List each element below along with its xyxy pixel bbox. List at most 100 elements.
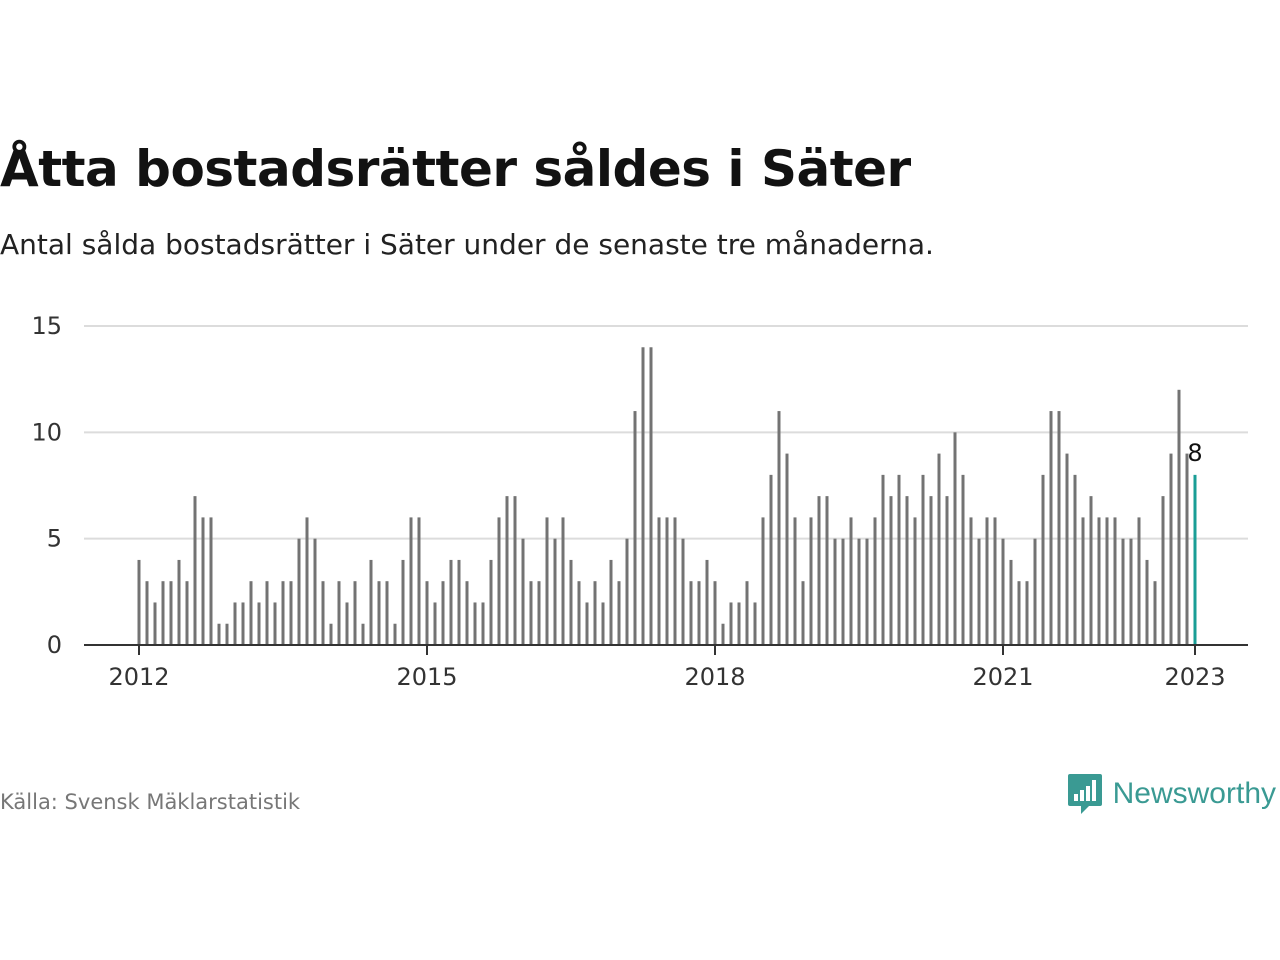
y-tick-label: 10 [31, 418, 62, 446]
bar [433, 602, 437, 645]
bar [361, 623, 365, 645]
x-tick-label: 2012 [108, 663, 169, 691]
y-tick-label: 0 [47, 631, 62, 659]
x-tick-label: 2021 [972, 663, 1033, 691]
bar [337, 581, 341, 645]
bar [849, 517, 853, 645]
y-axis: 0 5 10 15 [31, 312, 62, 659]
bar [489, 559, 493, 645]
x-tick-label: 2023 [1164, 663, 1225, 691]
bar [529, 581, 533, 645]
bar [945, 496, 949, 645]
bar [1089, 496, 1093, 645]
bar [473, 602, 477, 645]
bar [537, 581, 541, 645]
y-tick-label: 15 [31, 312, 62, 340]
bar [873, 517, 877, 645]
bar [953, 432, 957, 645]
bar [601, 602, 605, 645]
bar [1073, 474, 1077, 645]
bar [449, 559, 453, 645]
bar [561, 517, 565, 645]
x-tick-label: 2015 [396, 663, 457, 691]
bar [1081, 517, 1085, 645]
bar [569, 559, 573, 645]
bar [817, 496, 821, 645]
bar [673, 517, 677, 645]
bar [169, 581, 173, 645]
bar [753, 602, 757, 645]
bar [905, 496, 909, 645]
bar [1121, 538, 1125, 645]
bar [545, 517, 549, 645]
bar [841, 538, 845, 645]
bar [465, 581, 469, 645]
bar [921, 474, 925, 645]
bar [689, 581, 693, 645]
bar [1161, 496, 1165, 645]
data-labels: 8 [1187, 439, 1202, 467]
bar [801, 581, 805, 645]
bar [209, 517, 213, 645]
source-note: Källa: Svensk Mäklarstatistik [0, 790, 301, 814]
bar [681, 538, 685, 645]
bar [745, 581, 749, 645]
bar [649, 347, 653, 645]
bar [985, 517, 989, 645]
bar [193, 496, 197, 645]
bar [585, 602, 589, 645]
bar [777, 411, 781, 645]
bar [217, 623, 221, 645]
bar-chart: 0 5 10 15 2012 2015 2018 2021 2023 8 [31, 312, 1248, 691]
bar-highlight [1193, 474, 1197, 645]
chart-subtitle: Antal sålda bostadsrätter i Säter under … [0, 228, 934, 261]
bar [769, 474, 773, 645]
bar [289, 581, 293, 645]
bar [1145, 559, 1149, 645]
bar [505, 496, 509, 645]
bar [825, 496, 829, 645]
bar [1017, 581, 1021, 645]
bar [521, 538, 525, 645]
bar [897, 474, 901, 645]
bar [1041, 474, 1045, 645]
bar [913, 517, 917, 645]
bar [369, 559, 373, 645]
bar [457, 559, 461, 645]
bar [641, 347, 645, 645]
newsworthy-logo: Newsworthy [1067, 772, 1276, 816]
bar [297, 538, 301, 645]
y-tick-label: 5 [47, 525, 62, 553]
bar [377, 581, 381, 645]
bar [425, 581, 429, 645]
bar [273, 602, 277, 645]
bar [937, 453, 941, 645]
bar [1065, 453, 1069, 645]
x-tick-label: 2018 [684, 663, 745, 691]
bar [393, 623, 397, 645]
bar [993, 517, 997, 645]
bar [201, 517, 205, 645]
bar [353, 581, 357, 645]
bar [1097, 517, 1101, 645]
bar [697, 581, 701, 645]
bar [737, 602, 741, 645]
brand-name: Newsworthy [1112, 777, 1276, 810]
bar [321, 581, 325, 645]
bar [161, 581, 165, 645]
x-axis: 2012 2015 2018 2021 2023 [84, 644, 1248, 691]
bar [145, 581, 149, 645]
bar [1001, 538, 1005, 645]
bar [225, 623, 229, 645]
bar [513, 496, 517, 645]
bar [705, 559, 709, 645]
bar [313, 538, 317, 645]
bar [1169, 453, 1173, 645]
bar [417, 517, 421, 645]
bar [329, 623, 333, 645]
bar [1113, 517, 1117, 645]
bar [761, 517, 765, 645]
bar [553, 538, 557, 645]
bar [1049, 411, 1053, 645]
bar [305, 517, 309, 645]
